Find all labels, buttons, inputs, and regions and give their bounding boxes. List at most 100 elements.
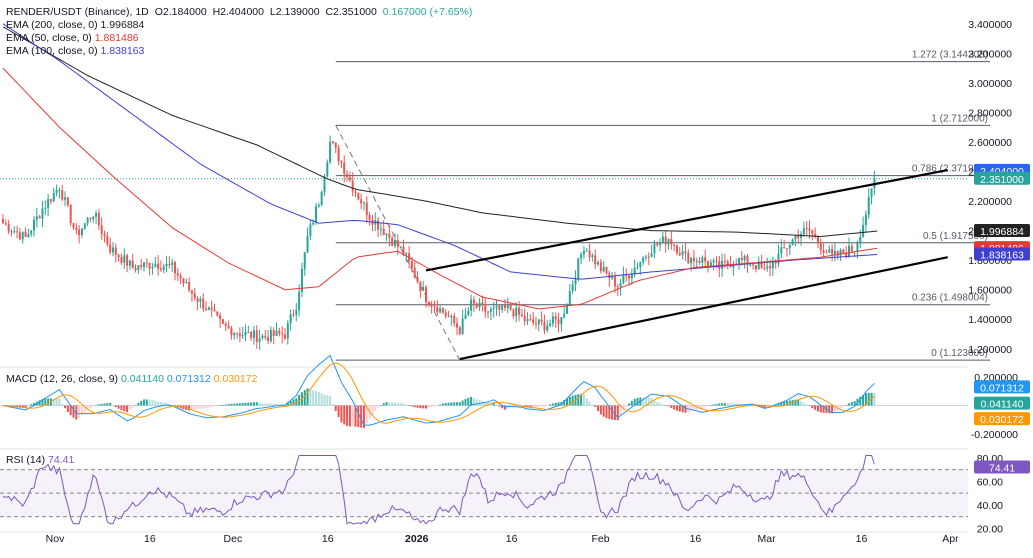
candle-body xyxy=(306,236,309,253)
trend-channel[interactable] xyxy=(425,168,948,361)
macd-histogram-bar xyxy=(154,400,157,406)
candle-body xyxy=(864,214,867,225)
candle-body xyxy=(644,256,647,258)
candle-body xyxy=(213,309,216,312)
candle-body xyxy=(484,304,487,312)
macd-histogram-bar xyxy=(630,400,633,406)
macd-histogram-bar xyxy=(859,396,862,406)
price-tag-text: 1.996884 xyxy=(980,226,1024,238)
candle-body xyxy=(732,264,735,268)
candle-body xyxy=(664,236,667,245)
macd-histogram-bar xyxy=(320,393,323,406)
fib-retracement[interactable]: 1.272 (3.144208) 1 (2.712000) 0.786 (2.371… xyxy=(335,50,990,361)
candle-body xyxy=(836,251,839,256)
candle-body xyxy=(642,257,645,263)
candle-body xyxy=(244,332,247,336)
candle-body xyxy=(427,301,430,305)
candle-body xyxy=(289,314,292,324)
macd-histogram-bar xyxy=(591,404,594,406)
candle-body xyxy=(278,330,281,334)
candle-body xyxy=(842,249,845,254)
macd-histogram-bar xyxy=(21,405,24,408)
candle-body xyxy=(391,237,394,246)
candle-body xyxy=(518,307,521,315)
macd-histogram-bar xyxy=(472,398,475,406)
macd-histogram-bar xyxy=(131,405,134,409)
macd-histogram-bar xyxy=(151,400,154,406)
candle-body xyxy=(833,251,836,255)
macd-histogram-bar xyxy=(199,405,202,409)
candle-body xyxy=(196,298,199,302)
macd-histogram-bar xyxy=(560,401,563,406)
candle-body xyxy=(489,309,492,312)
price-tag: 1.996884 xyxy=(974,224,1030,238)
candle-body xyxy=(58,190,61,192)
macd-histogram-bar xyxy=(27,405,30,406)
macd-histogram-bar xyxy=(143,399,145,406)
rsi-tag-bg xyxy=(974,460,1030,474)
candle-body xyxy=(117,254,120,258)
candle-body xyxy=(692,257,695,262)
candle-body xyxy=(608,273,611,279)
macd-histogram-bar xyxy=(503,405,506,410)
candle-body xyxy=(845,253,848,257)
macd-histogram-bar xyxy=(66,405,69,412)
candle-body xyxy=(802,228,805,235)
candle-body xyxy=(123,255,126,263)
candle-body xyxy=(410,261,413,268)
macd-histogram-bar xyxy=(128,405,131,411)
macd-histogram-bar xyxy=(839,405,842,409)
macd-histogram-bar xyxy=(732,403,735,406)
macd-histogram-bar xyxy=(467,397,470,406)
candle-body xyxy=(388,233,391,238)
candle-body xyxy=(95,213,98,217)
macd-histogram-bar xyxy=(190,405,193,411)
candle-body xyxy=(630,274,633,279)
low-label: L xyxy=(269,6,276,18)
macd-histogram-bar xyxy=(275,403,278,406)
candle-body xyxy=(661,236,664,243)
macd-histogram-bar xyxy=(269,403,272,406)
macd-histogram-bar xyxy=(783,401,786,406)
macd-histogram-bar xyxy=(644,397,647,406)
candle-body xyxy=(309,224,312,237)
price-tag: 1.838163 xyxy=(974,247,1030,261)
candle-body xyxy=(687,253,690,264)
candle-body xyxy=(284,334,286,339)
macd-histogram-bar xyxy=(419,405,422,409)
candle-body xyxy=(718,260,721,269)
candle-body xyxy=(134,267,137,271)
open-value: 2.184000 xyxy=(162,6,207,18)
macd-histogram-bar xyxy=(323,394,326,406)
candle-body xyxy=(675,245,678,254)
candle-body xyxy=(481,302,484,305)
candle-body xyxy=(743,256,746,261)
candle-body xyxy=(379,228,382,230)
candle-body xyxy=(357,192,360,200)
macd-histogram-bar xyxy=(157,401,160,406)
candle-body xyxy=(712,260,715,263)
candle-body xyxy=(18,232,21,240)
ema100-label: EMA (100, close, 0) xyxy=(6,45,98,57)
macd-histogram-bar xyxy=(162,402,165,406)
macd-histogram-bar xyxy=(405,404,408,406)
candle-body xyxy=(16,231,19,233)
candle-body xyxy=(2,218,4,224)
candle-body xyxy=(831,249,834,255)
candle-body xyxy=(162,266,165,270)
macd-histogram-bar xyxy=(470,396,473,406)
candle-body xyxy=(238,333,241,337)
candle-body xyxy=(859,236,862,243)
macd-histogram-bar xyxy=(360,405,363,428)
macd-histogram-bar xyxy=(701,405,704,409)
macd-tag: 0.071312 xyxy=(974,380,1030,394)
macd-histogram-bar xyxy=(413,405,416,408)
candle-body xyxy=(611,275,614,279)
candle-body xyxy=(757,262,760,270)
macd-histogram-bar xyxy=(165,402,168,406)
macd-histogram-bar xyxy=(633,398,636,406)
macd-histogram-bar xyxy=(785,401,788,406)
candle-body xyxy=(752,264,755,266)
candle-body xyxy=(639,262,642,268)
